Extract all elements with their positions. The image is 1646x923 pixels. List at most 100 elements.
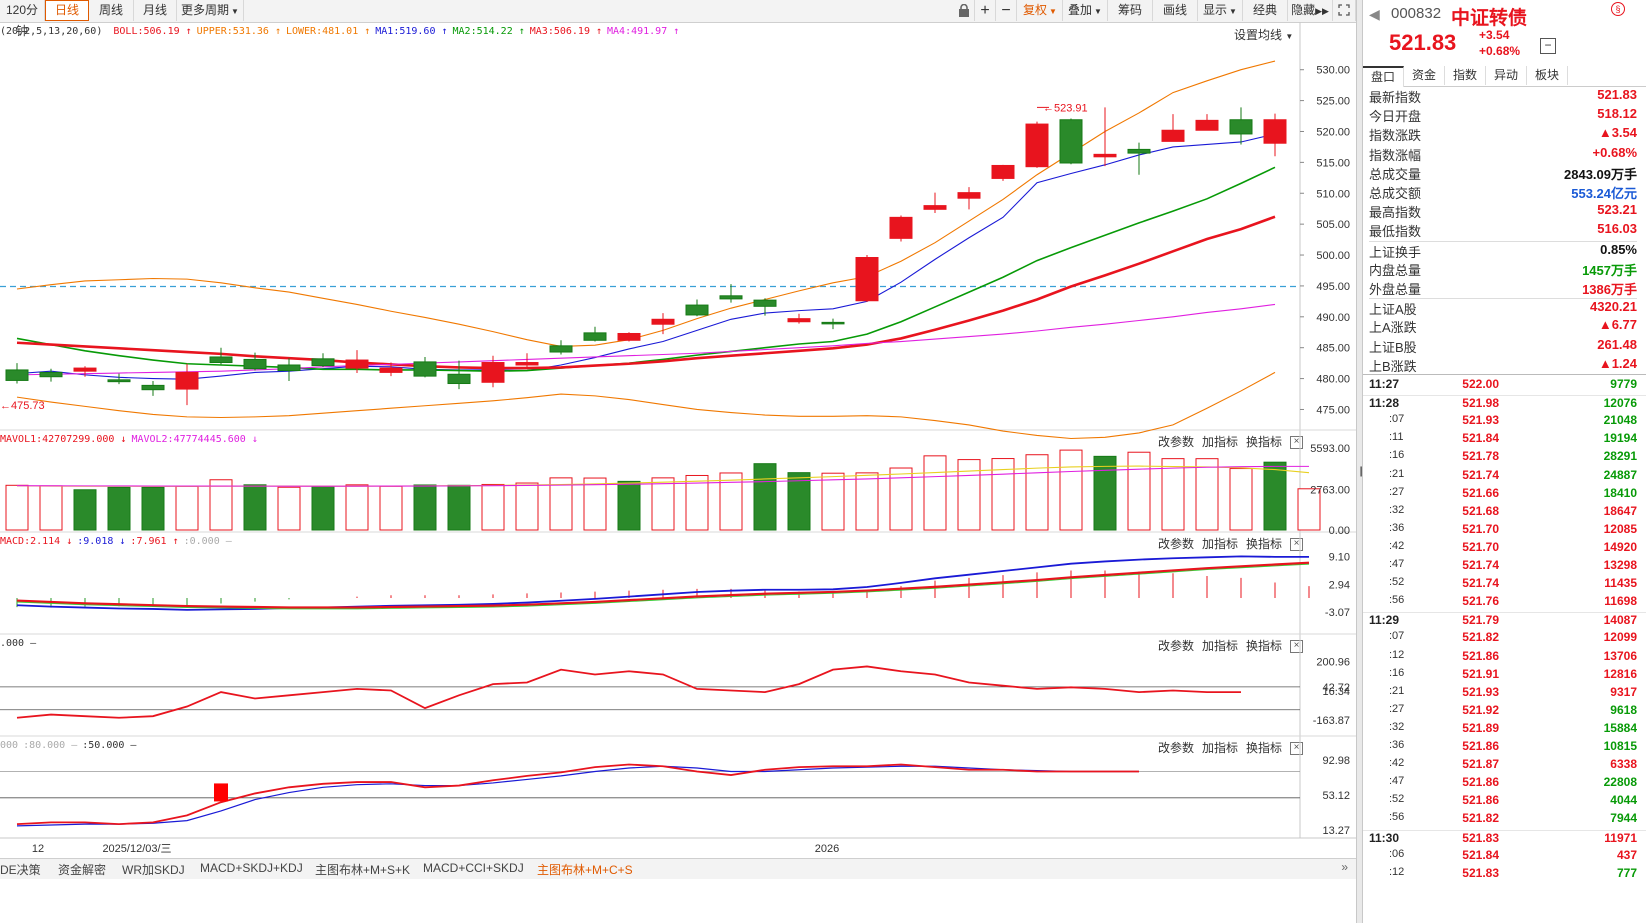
- modify-params-button[interactable]: 改参数: [1158, 537, 1195, 551]
- switch-indicator-button[interactable]: 换指标: [1246, 435, 1283, 449]
- main-indicator-params: (20,2,5,13,20,60): [0, 26, 103, 37]
- volume-bar-up: [345, 484, 369, 531]
- candle-down: [821, 321, 845, 325]
- vol-indicator-legend: MAVOL1:42707299.000 ↓ MAVOL2:47774445.600…: [0, 434, 263, 445]
- add-indicator-button[interactable]: 加指标: [1202, 537, 1239, 551]
- quote-row-value: 1386万手: [1582, 282, 1637, 297]
- tab-boll-m-s-k[interactable]: 主图布林+M+S+K: [315, 863, 411, 877]
- close-icon[interactable]: ×: [1290, 742, 1304, 756]
- prev-arrow-icon[interactable]: ◀: [1369, 6, 1380, 22]
- switch-indicator-button[interactable]: 换指标: [1246, 639, 1283, 653]
- candle-down: [719, 295, 743, 300]
- macd_indicator-legend-item: :7.961 ↑: [130, 536, 179, 547]
- close-icon[interactable]: ×: [1290, 538, 1304, 552]
- kdj-line-k: [16, 763, 1139, 826]
- modify-params-button[interactable]: 改参数: [1158, 435, 1195, 449]
- candle-down: [39, 371, 63, 378]
- tab-macd-skdj-kdj[interactable]: MACD+SKDJ+KDJ: [200, 861, 303, 875]
- switch-indicator-button[interactable]: 换指标: [1246, 537, 1283, 551]
- tick-price: 521.82: [1462, 630, 1499, 645]
- tick-volume: 13298: [1603, 558, 1637, 572]
- tab-index[interactable]: 指数: [1445, 66, 1486, 85]
- chips-button[interactable]: 筹码: [1108, 0, 1153, 21]
- volume-bar-down: [753, 463, 777, 531]
- volume-bar-down: [1093, 455, 1117, 531]
- tick-list[interactable]: 11:27 522.00 9779 11:28 521.98 12076:07 521.93…: [1363, 374, 1646, 880]
- tick-volume: 12085: [1603, 521, 1637, 536]
- tab-orderbook[interactable]: 盘口: [1363, 66, 1404, 87]
- zoom-in-icon[interactable]: +: [975, 0, 996, 21]
- tick-price: 521.84: [1462, 431, 1499, 446]
- candle-down: [413, 361, 437, 377]
- horizontal-scroll-area[interactable]: [0, 879, 1356, 923]
- zoom-out-icon[interactable]: −: [996, 0, 1017, 21]
- tick-row: 11:29 521.79 14087: [1363, 612, 1646, 631]
- candle-up: [1161, 129, 1185, 142]
- double-chevron-right-icon[interactable]: »: [1341, 860, 1348, 874]
- close-icon[interactable]: ×: [1290, 436, 1304, 450]
- volume-bar-up: [719, 472, 743, 531]
- tick-row: :32 521.68 18647: [1363, 504, 1646, 522]
- volume-bar-down: [447, 484, 471, 531]
- tick-volume: 28291: [1603, 449, 1637, 464]
- draw-button[interactable]: 画线: [1153, 0, 1198, 21]
- modify-params-button[interactable]: 改参数: [1158, 639, 1195, 653]
- add-indicator-button[interactable]: 加指标: [1202, 435, 1239, 449]
- display-button[interactable]: 显示 ▼: [1198, 0, 1243, 21]
- panel-splitter[interactable]: ❙: [1356, 0, 1365, 923]
- splitter-grip-icon[interactable]: ❙: [1357, 462, 1365, 482]
- set-ma-button[interactable]: 设置均线 ▼: [1234, 26, 1293, 43]
- tick-row: :06 521.84 437: [1363, 848, 1646, 866]
- tick-time: :16: [1389, 449, 1405, 462]
- tick-volume: 9779: [1610, 377, 1637, 391]
- period-daily[interactable]: 日线: [45, 0, 89, 21]
- tick-volume: 14920: [1603, 539, 1637, 554]
- candle-down: [1127, 148, 1151, 154]
- quote-row: 上证B股 261.48: [1369, 337, 1637, 356]
- modify-params-button[interactable]: 改参数: [1158, 741, 1195, 755]
- tab-sector[interactable]: 板块: [1527, 66, 1568, 85]
- add-indicator-button[interactable]: 加指标: [1202, 639, 1239, 653]
- candle-up: [1195, 119, 1219, 131]
- lock-icon[interactable]: [954, 0, 975, 21]
- tick-row: :07 521.82 12099: [1363, 630, 1646, 648]
- tab-abnormal[interactable]: 异动: [1486, 66, 1527, 85]
- quote-row-label: 最高指数: [1369, 205, 1422, 221]
- quote-row-label: 最新指数: [1369, 90, 1422, 105]
- period-more[interactable]: 更多周期 ▼: [177, 0, 244, 21]
- tab-fund-decode[interactable]: 资金解密: [58, 863, 107, 877]
- hide-button[interactable]: 隐藏▶▶: [1288, 0, 1333, 21]
- volume-bar-up: [379, 485, 403, 531]
- tab-wr-skdj[interactable]: WR加SKDJ: [122, 863, 185, 877]
- price-tick-label: 525.00: [1316, 96, 1350, 108]
- period-120min[interactable]: 120分钟: [0, 0, 45, 38]
- candle-down: [685, 304, 709, 316]
- collapse-icon[interactable]: −: [1540, 38, 1556, 54]
- adjust-button[interactable]: 复权 ▼: [1018, 0, 1063, 21]
- quote-row-value: 521.83: [1597, 87, 1637, 102]
- tab-funds[interactable]: 资金: [1404, 66, 1445, 85]
- expand-icon[interactable]: [1333, 0, 1356, 21]
- period-monthly[interactable]: 月线: [134, 0, 177, 21]
- kline-chart-svg[interactable]: 530.00 525.00 520.00 515.00 510.00 505.00 500.…: [0, 0, 1356, 858]
- tick-price: 521.86: [1462, 648, 1499, 663]
- close-icon[interactable]: ×: [1290, 640, 1304, 654]
- classic-button[interactable]: 经典: [1243, 0, 1288, 21]
- tab-boll-m-c-s[interactable]: 主图布林+M+C+S: [537, 863, 633, 877]
- tick-volume: 14087: [1603, 613, 1637, 628]
- double-chevron-right-icon: ▶▶: [1315, 6, 1329, 16]
- period-weekly[interactable]: 周线: [89, 0, 134, 21]
- add-indicator-button[interactable]: 加指标: [1202, 741, 1239, 755]
- overlay-button[interactable]: 叠加 ▼: [1063, 0, 1108, 21]
- switch-indicator-button[interactable]: 换指标: [1246, 741, 1283, 755]
- tick-price: 521.82: [1462, 811, 1499, 826]
- tab-de-decision[interactable]: DE决策: [0, 863, 41, 877]
- candle-up: [889, 216, 913, 239]
- candle-down: [447, 373, 471, 385]
- tick-time: :12: [1389, 865, 1405, 878]
- main_indicator-legend-item: BOLL:506.19 ↑: [113, 26, 192, 37]
- quote-row-label: 上证换手: [1369, 244, 1422, 260]
- alert-icon[interactable]: §: [1611, 2, 1625, 16]
- tab-macd-cci-skdj[interactable]: MACD+CCI+SKDJ: [423, 861, 524, 875]
- quote-row-label: 内盘总量: [1369, 262, 1422, 278]
